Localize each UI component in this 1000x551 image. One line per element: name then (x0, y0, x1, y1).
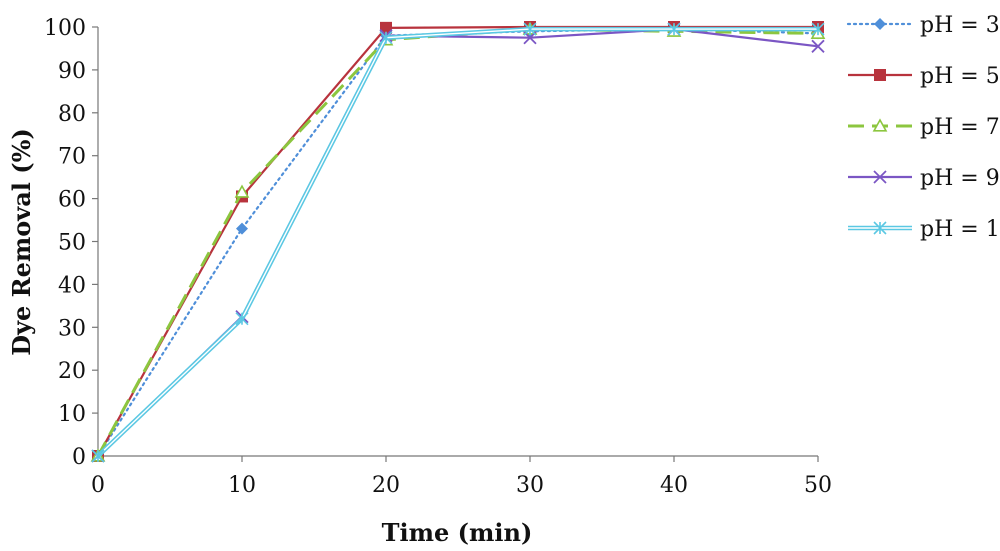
y-axis-title: Dye Removal (%) (7, 128, 36, 355)
y-tick-label: 60 (58, 188, 86, 213)
data-point (91, 449, 105, 463)
series-line (96, 27, 819, 457)
series-5 (91, 22, 825, 463)
y-tick-label: 30 (58, 316, 86, 341)
legend-label: pH = 3 (920, 13, 1000, 38)
y-tick-label: 20 (58, 359, 86, 384)
series-line-inner (97, 28, 818, 457)
legend-item: pH = 11 (848, 217, 1000, 242)
data-point (872, 118, 888, 132)
data-point (874, 69, 886, 81)
x-tick-label: 0 (91, 473, 105, 498)
data-point (873, 170, 887, 184)
data-point (811, 22, 825, 36)
y-tick-label: 0 (72, 445, 86, 470)
legend-label: pH = 5 (920, 64, 1000, 89)
x-tick-label: 40 (660, 473, 688, 498)
legend-item: pH = 9 (848, 166, 1000, 191)
series-line (97, 28, 819, 457)
legend-item: pH = 5 (848, 64, 1000, 89)
series-line (96, 28, 820, 458)
x-axis-title: Time (min) (382, 518, 533, 547)
x-tick-label: 10 (228, 473, 256, 498)
legend-label: pH = 9 (920, 166, 1000, 191)
series-line (97, 25, 818, 457)
series-1 (92, 23, 824, 462)
series-layer (90, 21, 826, 463)
y-tick-label: 100 (44, 16, 86, 41)
y-tick-label: 70 (58, 145, 86, 170)
data-point (380, 21, 392, 34)
legend-label: pH = 11 (920, 217, 1000, 242)
y-tick-label: 40 (58, 273, 86, 298)
y-tick-label: 90 (58, 59, 86, 84)
data-point (234, 184, 250, 198)
data-point (235, 312, 249, 326)
series-2 (92, 21, 824, 462)
legend-item: pH = 7 (848, 115, 1000, 140)
data-point (873, 221, 887, 235)
data-point (523, 22, 537, 36)
axes: 0 10 20 30 40 50 60 70 80 90 100 0 10 20 30 40 50 (44, 16, 832, 498)
series-3 (90, 21, 826, 462)
x-tick-label: 30 (516, 473, 544, 498)
legend-label: pH = 7 (920, 115, 1000, 140)
data-point (811, 39, 825, 53)
data-point (667, 22, 681, 36)
y-tick-label: 10 (58, 402, 86, 427)
legend-item: pH = 3 (846, 13, 1000, 38)
x-tick-label: 50 (804, 473, 832, 498)
data-point (379, 31, 393, 45)
series-line (96, 26, 818, 458)
y-tick-label: 80 (58, 102, 86, 127)
x-tick-label: 20 (372, 473, 400, 498)
series-4 (91, 22, 825, 463)
data-point (874, 18, 886, 30)
data-point (236, 222, 248, 235)
y-tick-label: 50 (58, 231, 86, 256)
legend: pH = 3 pH = 5 pH = 7 pH = 9 pH = 11 (846, 13, 1000, 242)
